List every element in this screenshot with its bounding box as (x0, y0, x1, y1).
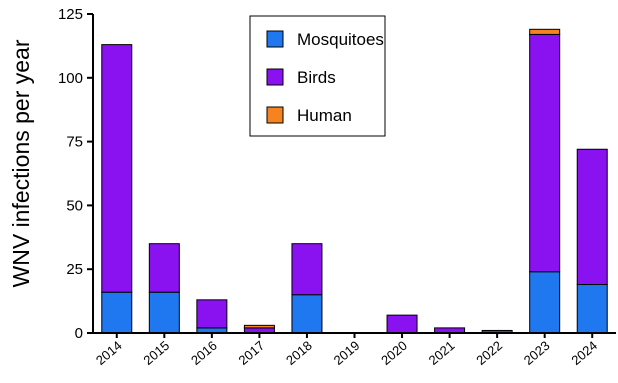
bar-human-2017 (243, 324, 275, 329)
y-tick-label-50: 50 (66, 197, 83, 214)
bars (101, 28, 608, 334)
bar-birds-2024 (576, 148, 608, 286)
legend-swatch-mosquitoes (266, 30, 284, 48)
bar-mosquitoes-2024 (576, 284, 608, 334)
x-tick-label-2019: 2019 (331, 338, 363, 368)
x-tick-label-2024: 2024 (568, 338, 600, 368)
y-tick-label-25: 25 (66, 261, 83, 278)
legend-label-birds: Birds (297, 68, 336, 87)
x-tick-label-2023: 2023 (521, 338, 553, 368)
x-tick-label-2021: 2021 (426, 338, 458, 368)
y-tick-label-100: 100 (58, 70, 83, 87)
x-tick-label-2015: 2015 (140, 338, 172, 368)
bar-mosquitoes-2023 (529, 271, 561, 334)
legend: Mosquitoes Birds Human (249, 15, 386, 137)
bar-birds-2018 (291, 243, 323, 296)
bar-birds-2023 (529, 33, 561, 273)
x-tick-label-2017: 2017 (236, 338, 268, 368)
y-tick-label-125: 125 (58, 6, 83, 23)
bar-birds-2014 (101, 44, 133, 293)
bar-human-2023 (529, 28, 561, 35)
bar-birds-2020 (386, 314, 418, 334)
x-tick-label-2014: 2014 (93, 338, 125, 368)
x-tick-label-2022: 2022 (473, 338, 505, 368)
legend-swatch-birds (266, 68, 284, 86)
y-tick-label-75: 75 (66, 134, 83, 151)
legend-label-mosquitoes: Mosquitoes (297, 30, 384, 49)
y-tick-label-0: 0 (75, 325, 83, 342)
bar-mosquitoes-2014 (101, 291, 133, 334)
bar-mosquitoes-2015 (148, 291, 180, 334)
legend-swatch-human (266, 106, 284, 124)
x-tick-label-2020: 2020 (378, 338, 410, 368)
x-tick-label-2018: 2018 (283, 338, 315, 368)
x-tick-label-2016: 2016 (188, 338, 220, 368)
bar-birds-2015 (148, 243, 180, 293)
bar-mosquitoes-2018 (291, 294, 323, 334)
y-axis-title: WNV infections per year (8, 39, 34, 287)
axes: 0 25 50 75 100 125 2014 2015 2016 2017 2018 2019 202… (8, 6, 616, 368)
bar-birds-2016 (196, 299, 228, 329)
legend-label-human: Human (297, 106, 352, 125)
